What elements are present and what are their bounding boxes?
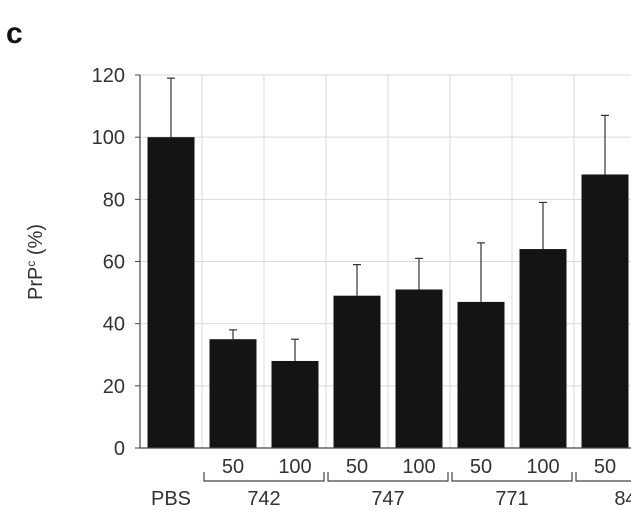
dose-label: 100 bbox=[278, 456, 311, 478]
y-tick-label: 120 bbox=[92, 65, 125, 87]
group-label: PBS bbox=[151, 488, 191, 510]
gridlines bbox=[139, 74, 631, 448]
dose-label: 50 bbox=[222, 456, 244, 478]
y-tick-label: 100 bbox=[92, 127, 125, 149]
bar bbox=[581, 174, 629, 448]
bars bbox=[147, 77, 629, 448]
bar bbox=[457, 301, 505, 448]
y-tick-label: 80 bbox=[103, 189, 125, 211]
group-label: 742 bbox=[247, 488, 280, 510]
panel-label: c bbox=[6, 17, 23, 50]
y-tick-label: 60 bbox=[103, 252, 125, 274]
bar bbox=[519, 249, 567, 448]
y-axis-title: PrPc (%) bbox=[24, 224, 47, 300]
dose-label: 50 bbox=[594, 456, 616, 478]
y-tick-labels: 0 20 40 60 80 100 120 bbox=[92, 65, 125, 460]
group-label: 847 bbox=[614, 488, 631, 510]
group-bracket bbox=[575, 472, 631, 482]
dose-label: 100 bbox=[402, 456, 435, 478]
group-bracket bbox=[203, 472, 325, 482]
dose-label: 50 bbox=[346, 456, 368, 478]
y-tick-label: 40 bbox=[103, 314, 125, 336]
dose-label: 100 bbox=[526, 456, 559, 478]
bar bbox=[147, 137, 195, 448]
group-label: 771 bbox=[495, 488, 528, 510]
group-bracket bbox=[451, 472, 573, 482]
bar bbox=[209, 339, 257, 448]
group-label: 747 bbox=[371, 488, 404, 510]
y-tick-label: 0 bbox=[114, 438, 125, 460]
bar bbox=[395, 289, 443, 448]
bar bbox=[333, 295, 381, 448]
group-bracket bbox=[327, 472, 449, 482]
x-labels: 50 100 50 100 50 100 50 PBS 742 747 771 847 bbox=[151, 456, 631, 510]
dose-label: 50 bbox=[470, 456, 492, 478]
bar bbox=[271, 360, 319, 448]
axes bbox=[135, 74, 631, 449]
y-tick-label: 20 bbox=[103, 376, 125, 398]
